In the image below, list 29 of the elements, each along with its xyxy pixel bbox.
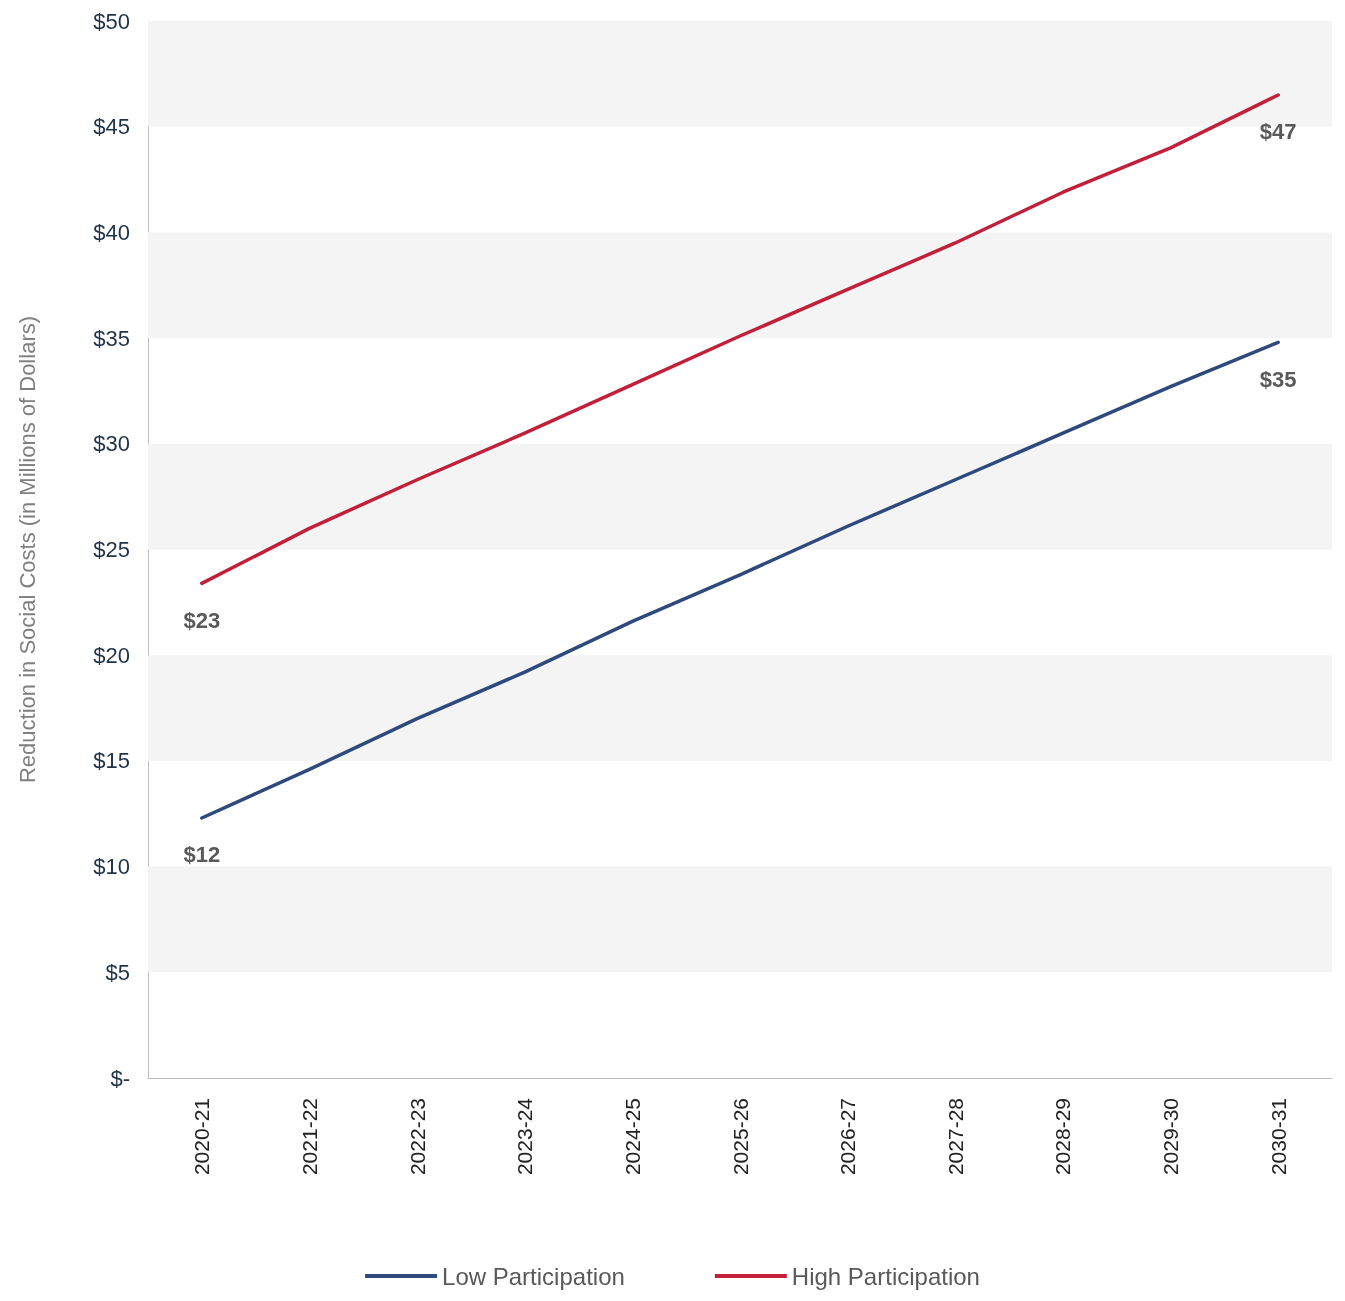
y-tick-label: $50	[93, 8, 130, 34]
y-axis-title: Reduction in Social Costs (in Millions of Dollars)	[14, 315, 40, 784]
x-tick-label: 2024-25	[620, 1098, 644, 1176]
data-label: $23	[183, 607, 221, 633]
x-tick-label: 2027-28	[943, 1098, 967, 1176]
data-label: $47	[1259, 119, 1297, 145]
x-tick-label: 2030-31	[1266, 1098, 1290, 1176]
legend-label: Low Participation	[442, 1262, 625, 1290]
y-tick-label: $20	[93, 642, 130, 668]
y-tick-label: $30	[93, 431, 130, 457]
x-tick-label: 2026-27	[836, 1098, 860, 1176]
y-tick-label: $25	[93, 537, 130, 562]
y-tick-label: $35	[93, 325, 130, 351]
x-tick-label: 2028-29	[1051, 1098, 1075, 1176]
x-tick-label: 2023-24	[513, 1097, 537, 1176]
data-label: $35	[1259, 366, 1297, 392]
y-tick-label: $15	[93, 748, 130, 774]
x-tick-label: 2020-21	[190, 1098, 214, 1176]
data-label: $12	[183, 842, 221, 868]
y-tick-label: $-	[110, 1065, 130, 1091]
y-tick-label: $40	[93, 219, 130, 245]
y-tick-label: $10	[93, 854, 130, 880]
x-tick-label: 2021-22	[297, 1098, 321, 1176]
y-tick-label: $5	[105, 959, 130, 985]
x-tick-label: 2022-23	[405, 1098, 429, 1176]
y-tick-label: $45	[93, 114, 130, 140]
x-tick-label: 2029-30	[1159, 1098, 1183, 1176]
x-tick-label: 2025-26	[728, 1098, 752, 1176]
legend-label: High Participation	[791, 1262, 980, 1290]
